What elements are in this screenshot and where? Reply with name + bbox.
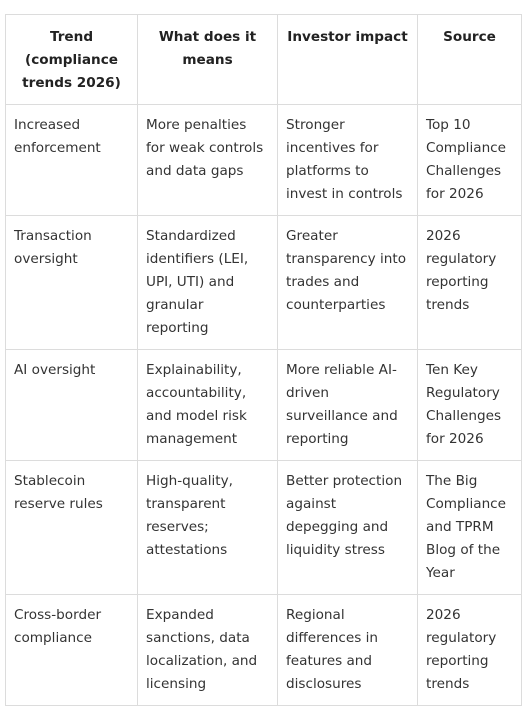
- compliance-trends-table: Trend (compliance trends 2026) What does…: [5, 14, 522, 706]
- cell-investor-impact: Stronger incentives for platforms to inv…: [277, 104, 418, 216]
- header-trend: Trend (compliance trends 2026): [5, 14, 138, 105]
- cell-source: 2026 regulatory reporting trends: [417, 215, 522, 350]
- header-investor-impact: Investor impact: [277, 14, 418, 105]
- cell-source: The Big Compliance and TPRM Blog of the …: [417, 460, 522, 595]
- table-row: AI oversight Explainability, accountabil…: [5, 349, 522, 461]
- cell-source: Ten Key Regulatory Challenges for 2026: [417, 349, 522, 461]
- header-source: Source: [417, 14, 522, 105]
- cell-source: 2026 regulatory reporting trends: [417, 594, 522, 706]
- header-meaning: What does it means: [137, 14, 278, 105]
- cell-investor-impact: Regional differences in features and dis…: [277, 594, 418, 706]
- table-row: Increased enforcement More penalties for…: [5, 104, 522, 216]
- cell-meaning: Standardized identifiers (LEI, UPI, UTI)…: [137, 215, 278, 350]
- cell-investor-impact: Better protection against depegging and …: [277, 460, 418, 595]
- table-header-row: Trend (compliance trends 2026) What does…: [5, 14, 522, 105]
- cell-meaning: More penalties for weak controls and dat…: [137, 104, 278, 216]
- cell-trend: Increased enforcement: [5, 104, 138, 216]
- cell-trend: AI oversight: [5, 349, 138, 461]
- cell-investor-impact: Greater transparency into trades and cou…: [277, 215, 418, 350]
- table-row: Stablecoin reserve rules High-quality, t…: [5, 460, 522, 595]
- table-row: Cross-border compliance Expanded sanctio…: [5, 594, 522, 706]
- cell-meaning: Explainability, accountability, and mode…: [137, 349, 278, 461]
- table-row: Transaction oversight Standardized ident…: [5, 215, 522, 350]
- cell-investor-impact: More reliable AI-driven surveillance and…: [277, 349, 418, 461]
- cell-trend: Cross-border compliance: [5, 594, 138, 706]
- cell-meaning: Expanded sanctions, data localization, a…: [137, 594, 278, 706]
- cell-trend: Transaction oversight: [5, 215, 138, 350]
- cell-source: Top 10 Compliance Challenges for 2026: [417, 104, 522, 216]
- cell-meaning: High-quality, transparent reserves; atte…: [137, 460, 278, 595]
- cell-trend: Stablecoin reserve rules: [5, 460, 138, 595]
